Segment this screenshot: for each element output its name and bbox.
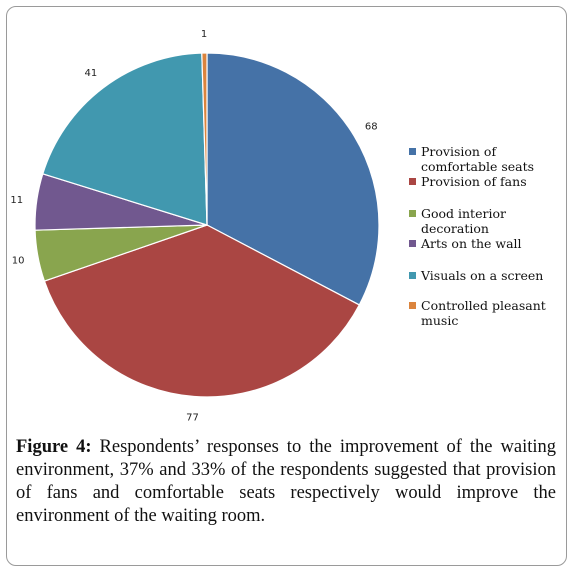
legend-swatch <box>409 240 416 247</box>
slice-data-label: 41 <box>85 68 98 79</box>
slice-data-label: 10 <box>12 256 25 267</box>
slice-data-label: 1 <box>201 29 207 40</box>
legend-swatch <box>409 272 416 279</box>
legend-label: Arts on the wall <box>421 236 522 251</box>
legend-swatch <box>409 302 416 309</box>
legend-label: Provision of fans <box>421 174 527 189</box>
legend-label: Good interior decoration <box>421 206 506 236</box>
legend-swatch <box>409 148 416 155</box>
slice-data-label: 68 <box>365 122 378 133</box>
pie-slice <box>206 52 380 306</box>
legend-label: Provision of comfortable seats <box>421 144 535 174</box>
figure-caption: Figure 4: Respondents’ responses to the … <box>16 436 556 528</box>
caption-text: Respondents’ responses to the improvemen… <box>16 437 557 526</box>
pie-slice <box>43 224 361 398</box>
legend-label: Controlled pleasant music <box>421 298 546 328</box>
legend-swatch <box>409 178 416 185</box>
pie-slice <box>201 52 208 226</box>
pie-chart: 68 77 10 11 41 1 <box>10 29 380 424</box>
slice-data-label: 77 <box>186 413 199 424</box>
slice-data-label: 11 <box>10 195 23 206</box>
pie-slice <box>42 52 208 226</box>
figure-label: Figure 4: <box>16 437 92 457</box>
legend-label: Visuals on a screen <box>421 268 544 283</box>
legend-swatch <box>409 210 416 217</box>
